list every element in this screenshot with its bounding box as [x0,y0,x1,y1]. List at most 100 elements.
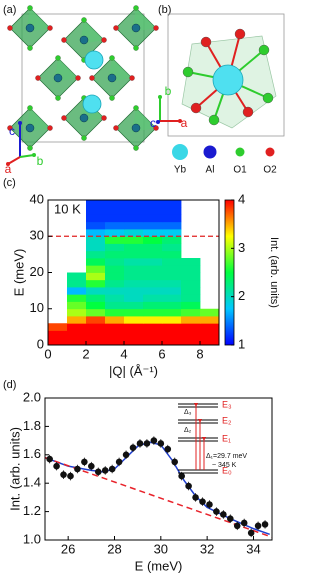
heat-cell [124,221,144,230]
aluminum [131,123,141,133]
heat-cell [143,330,163,339]
heat-cell [124,214,144,223]
y-tick-label: 1.4 [23,475,41,490]
oxygen-o1 [55,95,61,101]
heat-cell [105,265,125,273]
heat-cell [181,301,201,310]
oxygen-o1 [133,145,139,151]
frame [167,13,285,137]
heat-cell [86,236,106,244]
heat-cell [143,250,163,259]
oxygen-o2 [153,125,159,131]
heat-cell [181,287,201,295]
panel-label: (c) [3,177,16,189]
x-tick-label: 30 [154,541,168,556]
axis-arrow-head [18,121,22,125]
heat-cell [143,301,163,310]
oxygen-o2 [89,75,95,81]
heat-cell [200,323,220,331]
heat-cell [86,207,106,215]
y-tick-label: 1.8 [23,418,41,433]
oxygen-o2 [47,125,53,131]
heat-cell [162,221,182,230]
oxygen-o2 [129,75,135,81]
axis-label: a [181,116,188,130]
y-tick-label: 20 [30,264,44,279]
heat-cell [48,323,68,331]
data-point [81,458,88,466]
oxygen-o1 [109,95,115,101]
heat-cell [67,316,87,324]
heat-cell [143,265,163,273]
heat-cell [105,337,125,346]
heat-cell [143,236,163,244]
heat-cell [162,279,182,288]
heat-cell [86,316,106,324]
plot-frame [44,397,273,541]
aluminum [131,23,141,33]
data-point [199,498,206,505]
heat-cell [162,236,182,244]
heat-cell [86,279,106,288]
heat-cell [105,308,125,317]
oxygen-o2 [47,25,53,31]
data-point [94,468,102,476]
heat-cell [143,214,163,223]
heat-cell [124,287,144,295]
data-point [74,465,81,473]
heat-cell [143,337,163,346]
data-point [247,529,255,537]
legend-marker [265,147,275,157]
oxygen-o1 [27,145,33,151]
heat-cell [124,258,144,266]
data-point [192,494,199,501]
heat-cell [162,330,182,339]
heat-cell [105,207,125,215]
heat-cell [124,308,144,317]
data-point [240,519,248,527]
heat-cell [162,207,182,215]
oxygen-o1 [109,55,115,61]
colorbar-label: Int. (arb. units) [268,237,280,308]
data-point [254,522,262,530]
axis-label: b [165,84,172,98]
ligand [258,44,270,56]
heat-cell [143,229,163,237]
oxygen-o2 [75,75,81,81]
data-point [60,471,67,478]
heat-cell [162,337,182,346]
heat-cell [86,337,106,346]
heat-cell [162,229,182,237]
heat-cell [105,214,125,223]
oxygen-o1 [133,45,139,51]
axis-arrow-head [156,120,160,124]
figure: (a) (b) (c) (d) c a b b c a Yb Al O1 O2 0 2 4 6 8 0 10 20… [3,4,285,573]
legend-marker [172,144,188,160]
ytterbium [82,94,102,114]
y-tick-label: 1.6 [23,446,41,461]
oxygen-o1 [81,17,87,23]
y-tick-label: 2.0 [23,389,41,404]
heat-cell [181,279,201,288]
legend-marker [203,145,217,159]
heat-cell [162,250,182,259]
axis-label: b [37,154,44,168]
heat-cell [162,214,182,223]
heat-cell [143,200,163,208]
heat-cell [200,316,220,324]
heat-cell [124,323,144,331]
heat-cell [105,272,125,281]
heat-cell [67,294,87,302]
oxygen-o1 [133,105,139,111]
heat-cell [86,229,106,237]
panel-label: (d) [3,379,16,391]
heat-cell [105,250,125,259]
heat-cell [48,337,68,346]
heat-cell [86,287,106,295]
heat-cell [124,316,144,324]
x-axis-label: E (meV) [135,558,183,573]
heat-cell [86,308,106,317]
baseline-line [44,456,273,538]
heat-cell [200,330,220,339]
aluminum [25,23,35,33]
